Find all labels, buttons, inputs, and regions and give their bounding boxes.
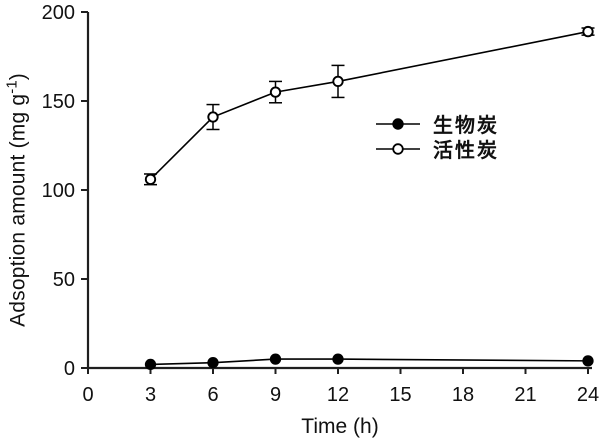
legend: 生物炭 活性炭 [376, 111, 499, 162]
y-tick-label: 150 [42, 91, 75, 113]
legend-item-activated-carbon: 活性炭 [376, 136, 499, 162]
y-axis-title: Adsoption amount (mg g-1) [4, 73, 31, 327]
activated-carbon-marker [582, 25, 594, 38]
x-axis-title: Time (h) [301, 415, 379, 438]
legend-item-biochar: 生物炭 [376, 111, 499, 137]
y-axis-title-close: ) [6, 73, 30, 81]
biochar-marker [144, 358, 157, 371]
activated-carbon-marker [269, 86, 282, 98]
biochar-marker [269, 353, 282, 365]
biochar-marker [332, 353, 344, 365]
x-tick-label: 18 [452, 384, 474, 406]
activated-carbon-marker [332, 75, 344, 88]
activated-carbon-marker [144, 173, 157, 185]
activated-carbon-marker [207, 111, 219, 123]
y-axis-title-superscript: -1 [3, 80, 21, 94]
x-tick-label: 21 [514, 384, 536, 406]
y-tick-label: 200 [42, 2, 75, 24]
legend-label: 活性炭 [433, 140, 499, 162]
biochar-marker [582, 355, 594, 367]
legend-label: 生物炭 [433, 115, 499, 137]
y-tick-label: 50 [53, 269, 75, 291]
y-axis-title-text: Adsoption amount (mg g [6, 93, 30, 327]
filled-circle-icon [376, 117, 420, 130]
x-tick-label: 15 [389, 384, 411, 406]
x-tick-label: 9 [270, 384, 281, 406]
x-tick-label: 0 [82, 384, 93, 406]
y-tick-label: 0 [64, 358, 75, 380]
activated-carbon-line [149, 30, 589, 180]
open-circle-icon [376, 142, 420, 155]
x-tick-label: 3 [145, 384, 156, 406]
x-tick-label: 24 [577, 384, 599, 406]
y-tick-label: 100 [42, 180, 75, 202]
x-tick-label: 12 [327, 384, 349, 406]
x-tick-label: 6 [207, 384, 218, 406]
biochar-marker [207, 357, 219, 369]
